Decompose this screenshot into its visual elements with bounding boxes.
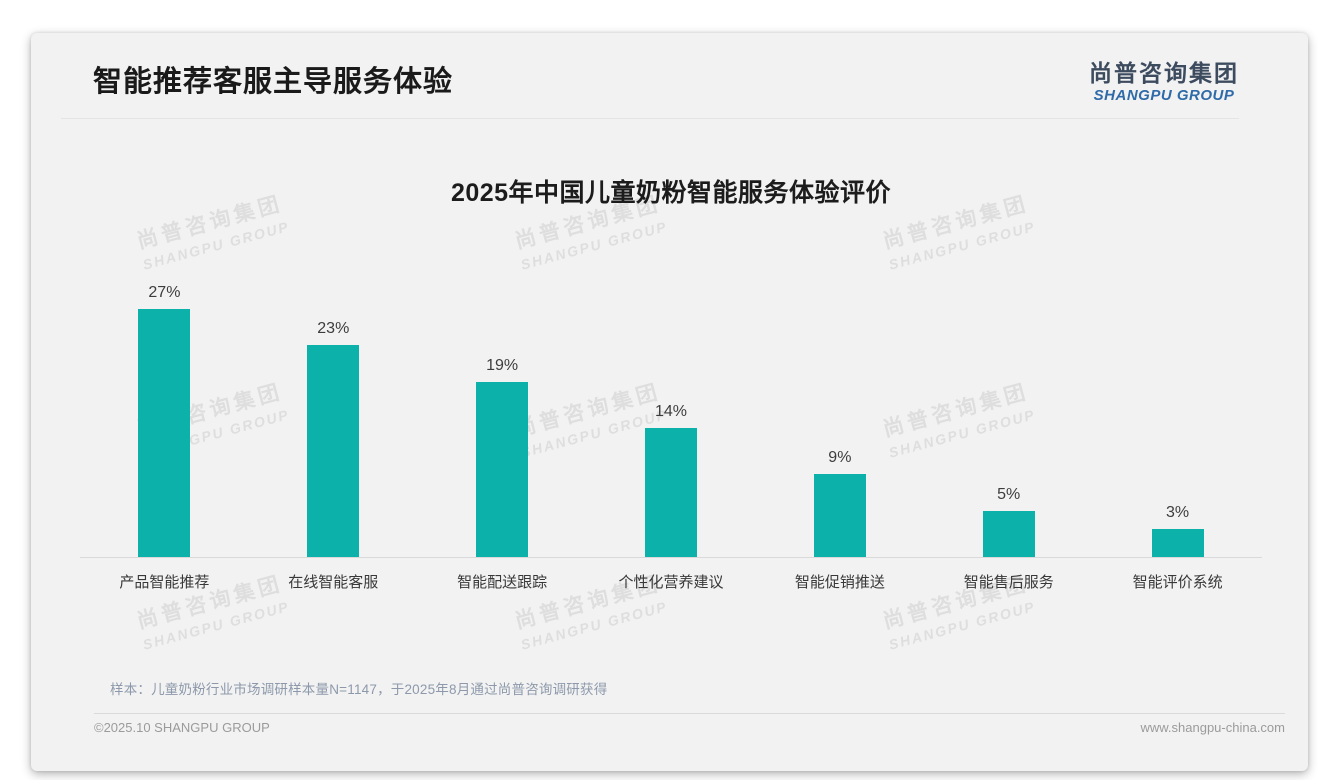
category-label: 智能评价系统 bbox=[1132, 574, 1223, 591]
chart-category-axis: 产品智能推荐 在线智能客服 智能配送跟踪 个性化营养建议 智能促销推送 智能售后服务 智能评… bbox=[80, 558, 1262, 592]
bar-value-label: 9% bbox=[828, 449, 852, 466]
copyright-text: ©2025.10 SHANGPU GROUP bbox=[94, 720, 270, 735]
bar-value-label: 14% bbox=[654, 403, 688, 420]
bar bbox=[813, 474, 866, 557]
bar bbox=[982, 511, 1035, 557]
watermark-english-text: SHANGPU GROUP bbox=[519, 598, 670, 653]
category-label: 智能促销推送 bbox=[794, 574, 885, 591]
chart-plot-area: 27% 23% 19% 14% 9% 5% 3% bbox=[80, 281, 1262, 558]
slide-header: 智能推荐客服主导服务体验 尚普咨询集团 SHANGPU GROUP bbox=[61, 33, 1239, 119]
bar-group: 27% bbox=[80, 281, 249, 557]
bar-group: 5% bbox=[924, 281, 1093, 557]
watermark-english-text: SHANGPU GROUP bbox=[887, 598, 1038, 653]
company-logo: 尚普咨询集团 SHANGPU GROUP bbox=[1089, 61, 1239, 104]
category-label: 智能配送跟踪 bbox=[457, 574, 548, 591]
bar-value-label: 19% bbox=[486, 357, 519, 374]
website-url: www.shangpu-china.com bbox=[1140, 720, 1285, 735]
bar bbox=[138, 309, 191, 557]
bar bbox=[645, 428, 697, 557]
category-label: 智能售后服务 bbox=[963, 574, 1054, 591]
category-label: 个性化营养建议 bbox=[618, 574, 724, 591]
bar bbox=[307, 345, 360, 557]
slide-footer: ©2025.10 SHANGPU GROUP www.shangpu-china… bbox=[94, 713, 1285, 771]
bar-chart: 2025年中国儿童奶粉智能服务体验评价 27% 23% 19% 14% 9% 5% 3% 产… bbox=[80, 173, 1262, 592]
bar bbox=[476, 382, 529, 557]
category-label: 在线智能客服 bbox=[288, 574, 379, 591]
bar-group: 14% bbox=[587, 281, 756, 557]
bar-value-label: 3% bbox=[1166, 504, 1190, 521]
page-title: 智能推荐客服主导服务体验 bbox=[93, 66, 454, 98]
logo-english-text: SHANGPU GROUP bbox=[1093, 87, 1235, 105]
bar-group: 19% bbox=[418, 281, 587, 557]
bar-group: 3% bbox=[1093, 281, 1262, 557]
chart-title: 2025年中国儿童奶粉智能服务体验评价 bbox=[450, 179, 892, 207]
watermark-english-text: SHANGPU GROUP bbox=[141, 598, 292, 653]
logo-chinese-text: 尚普咨询集团 bbox=[1089, 60, 1239, 86]
category-label: 产品智能推荐 bbox=[119, 574, 210, 591]
bar-value-label: 5% bbox=[997, 486, 1021, 503]
source-note: 样本：儿童奶粉行业市场调研样本量N=1147，于2025年8月通过尚普咨询调研获… bbox=[110, 682, 608, 697]
slide-card: 尚普咨询集团 SHANGPU GROUP 尚普咨询集团 SHANGPU GROUP 尚普… bbox=[31, 33, 1308, 771]
bar bbox=[1151, 529, 1204, 557]
bar-value-label: 23% bbox=[317, 320, 350, 337]
bar-value-label: 27% bbox=[148, 284, 181, 301]
bar-group: 23% bbox=[249, 281, 418, 557]
bar-group: 9% bbox=[755, 281, 924, 557]
